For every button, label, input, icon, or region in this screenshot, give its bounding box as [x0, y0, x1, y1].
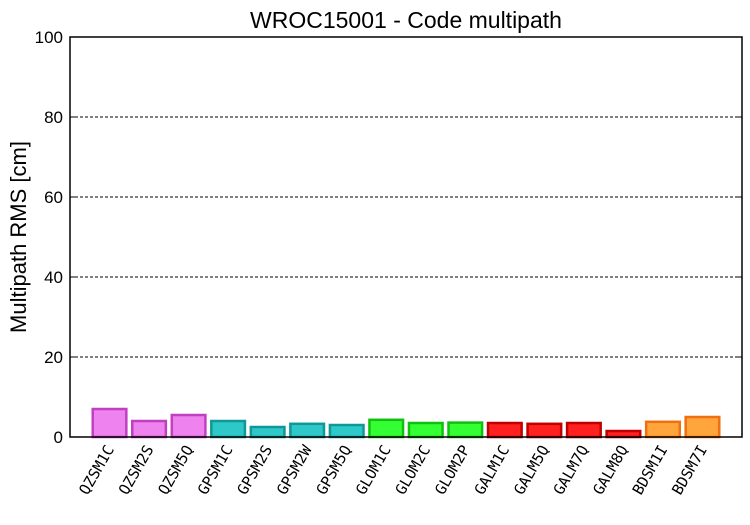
- bar-bdsm7i: [684, 415, 721, 439]
- y-axis-label: Multipath RMS [cm]: [6, 141, 31, 333]
- y-tick-label: 100: [35, 28, 63, 47]
- x-tick-label: GALM5Q: [510, 442, 553, 498]
- bar-gpsm2s: [249, 425, 286, 439]
- bar-glom2c: [407, 421, 444, 439]
- y-tick-label: 40: [44, 268, 63, 287]
- bar-gpsm1c: [210, 419, 247, 439]
- bar-gpsm5q: [328, 423, 365, 439]
- x-tick-label: GLOM2C: [392, 442, 435, 498]
- x-tick-label: QZSM2S: [115, 442, 158, 498]
- x-tick-label: GLOM2P: [431, 442, 474, 498]
- bars: [91, 407, 721, 439]
- x-tick-label: BDSM1I: [629, 442, 672, 498]
- gridlines: [70, 116, 742, 358]
- bar-galm7q: [565, 421, 602, 439]
- y-tick-label: 0: [54, 428, 63, 447]
- y-tick-label: 20: [44, 348, 63, 367]
- x-tick-label: GPSM1C: [194, 442, 237, 498]
- plot-area-frame: [69, 36, 743, 438]
- chart-title: WROC15001 - Code multipath: [250, 7, 562, 33]
- bar-qzsm2s: [131, 419, 168, 439]
- y-tick-label: 80: [44, 108, 63, 127]
- bar-bdsm1i: [644, 420, 681, 439]
- x-tick-label: GPSM2W: [273, 441, 316, 498]
- x-tick-label: GALM1C: [471, 442, 514, 498]
- x-tick-label: QZSM1C: [75, 442, 118, 498]
- y-axis-ticks: 0 20 40 60 80 100: [35, 28, 742, 447]
- bar-galm5q: [526, 422, 563, 439]
- bar-galm8q: [605, 429, 642, 439]
- bar-glom1c: [368, 418, 405, 439]
- x-tick-label: QZSM5Q: [154, 442, 197, 498]
- x-tick-label: GALM7Q: [550, 442, 593, 498]
- bar-qzsm1c: [91, 407, 128, 439]
- x-tick-label: GPSM5Q: [312, 442, 355, 498]
- x-tick-label: GALM8Q: [589, 442, 632, 498]
- x-tick-label: GLOM1C: [352, 442, 395, 498]
- bar-qzsm5q: [170, 413, 207, 439]
- x-tick-label: BDSM7I: [668, 442, 711, 498]
- bar-galm1c: [486, 421, 523, 439]
- bar-glom2p: [447, 421, 484, 439]
- bar-gpsm2w: [289, 422, 326, 439]
- x-axis-ticks: QZSM1CQZSM2SQZSM5QGPSM1CGPSM2SGPSM2WGPSM…: [75, 441, 711, 498]
- y-tick-label: 60: [44, 188, 63, 207]
- x-tick-label: GPSM2S: [233, 442, 276, 498]
